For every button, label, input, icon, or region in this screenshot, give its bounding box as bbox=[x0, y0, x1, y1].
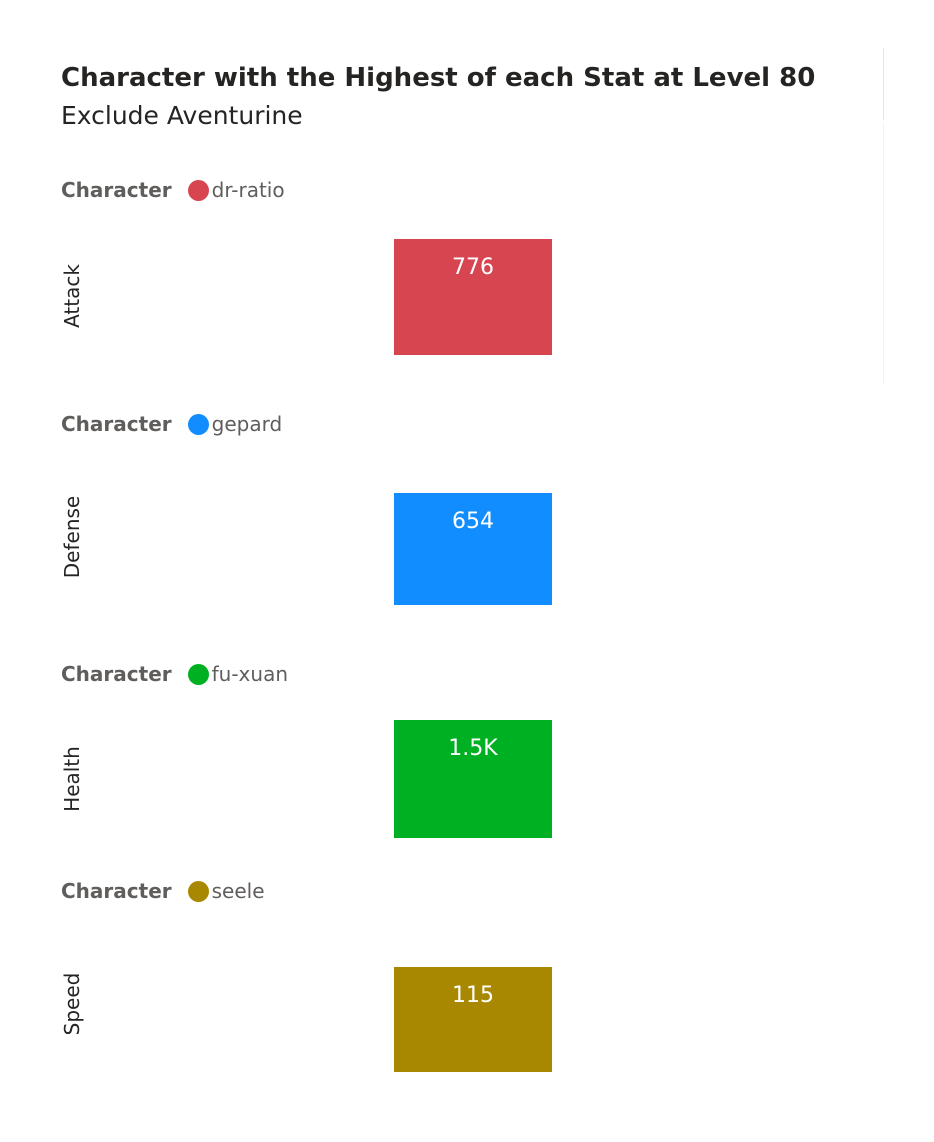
legend-marker bbox=[187, 880, 209, 902]
legend-marker bbox=[187, 179, 209, 201]
legend: Character seele bbox=[61, 877, 265, 905]
visual-divider-faint bbox=[883, 122, 884, 384]
legend-entry[interactable]: seele bbox=[211, 879, 265, 903]
legend-title: Character bbox=[61, 662, 172, 686]
axis-label-speed: Speed bbox=[60, 972, 84, 1036]
bar-attack[interactable]: 776 bbox=[394, 239, 552, 355]
bar-defense[interactable]: 654 bbox=[394, 493, 552, 605]
legend-title: Character bbox=[61, 178, 172, 202]
data-label: 776 bbox=[452, 255, 494, 280]
bar-health[interactable]: 1.5K bbox=[394, 720, 552, 838]
bar-speed[interactable]: 115 bbox=[394, 967, 552, 1072]
legend-entry[interactable]: fu-xuan bbox=[211, 662, 289, 686]
legend-marker bbox=[187, 413, 209, 435]
legend: Character dr-ratio bbox=[61, 176, 285, 204]
axis-label-defense: Defense bbox=[60, 495, 84, 579]
legend: Character fu-xuan bbox=[61, 660, 288, 688]
axis-label-attack: Attack bbox=[60, 264, 84, 328]
axis-label-health: Health bbox=[60, 746, 84, 812]
visual-divider bbox=[883, 48, 884, 120]
data-label: 654 bbox=[452, 509, 494, 534]
legend-entry[interactable]: gepard bbox=[211, 412, 283, 436]
legend-entry[interactable]: dr-ratio bbox=[211, 178, 285, 202]
legend-marker bbox=[187, 663, 209, 685]
data-label: 115 bbox=[452, 983, 494, 1008]
chart-subtitle: Exclude Aventurine bbox=[61, 101, 303, 130]
chart-title: Character with the Highest of each Stat … bbox=[61, 63, 816, 93]
legend-title: Character bbox=[61, 412, 172, 436]
data-label: 1.5K bbox=[448, 736, 498, 761]
legend-title: Character bbox=[61, 879, 172, 903]
legend: Character gepard bbox=[61, 410, 282, 438]
